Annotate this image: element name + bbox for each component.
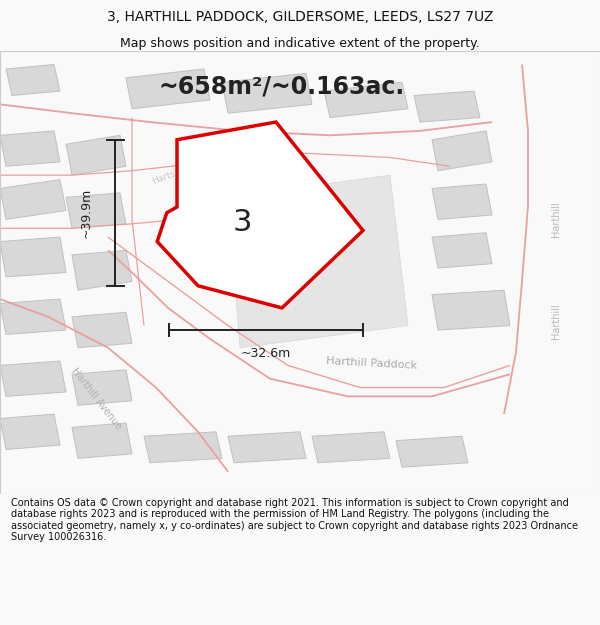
Text: ~32.6m: ~32.6m [241, 346, 291, 359]
Polygon shape [0, 131, 60, 166]
Polygon shape [0, 414, 60, 449]
Polygon shape [0, 237, 66, 277]
Polygon shape [0, 361, 66, 396]
Text: Harthill Paddock: Harthill Paddock [185, 174, 217, 247]
Polygon shape [414, 91, 480, 122]
Polygon shape [228, 175, 408, 348]
Polygon shape [0, 299, 66, 334]
Text: ~658m²/~0.163ac.: ~658m²/~0.163ac. [159, 74, 405, 99]
Polygon shape [396, 436, 468, 468]
Text: Harthill Avenue: Harthill Avenue [69, 366, 123, 431]
Text: Contains OS data © Crown copyright and database right 2021. This information is : Contains OS data © Crown copyright and d… [11, 498, 578, 542]
Polygon shape [0, 179, 66, 219]
Polygon shape [72, 370, 132, 405]
Text: 3: 3 [233, 208, 253, 238]
Polygon shape [222, 73, 312, 113]
Text: ~39.9m: ~39.9m [80, 188, 93, 238]
Polygon shape [66, 136, 126, 175]
Polygon shape [228, 432, 306, 462]
Polygon shape [312, 432, 390, 462]
Polygon shape [432, 290, 510, 330]
Polygon shape [66, 193, 126, 228]
Polygon shape [72, 251, 132, 290]
Text: Harthill: Harthill [551, 303, 561, 339]
Polygon shape [432, 232, 492, 268]
Polygon shape [6, 64, 60, 96]
Text: Harthill: Harthill [551, 201, 561, 238]
Polygon shape [72, 423, 132, 458]
Polygon shape [144, 432, 222, 462]
Text: Harthill Paddock: Harthill Paddock [326, 356, 418, 371]
Polygon shape [324, 82, 408, 118]
Polygon shape [432, 184, 492, 219]
Polygon shape [72, 312, 132, 348]
Polygon shape [126, 69, 210, 109]
Text: 3, HARTHILL PADDOCK, GILDERSOME, LEEDS, LS27 7UZ: 3, HARTHILL PADDOCK, GILDERSOME, LEEDS, … [107, 10, 493, 24]
Text: Map shows position and indicative extent of the property.: Map shows position and indicative extent… [120, 37, 480, 50]
Polygon shape [432, 131, 492, 171]
Text: Harts: Harts [150, 169, 176, 186]
Polygon shape [157, 122, 363, 308]
